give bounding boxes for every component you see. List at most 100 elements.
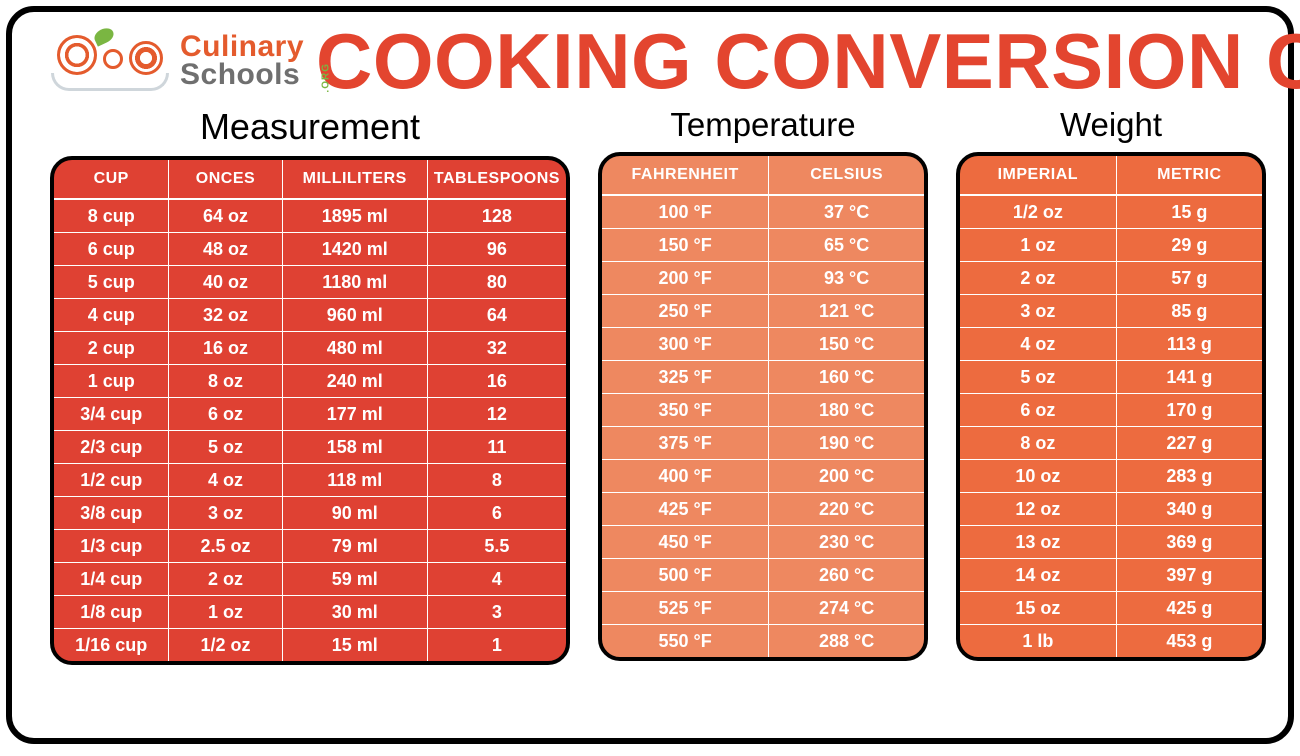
table-cell: 550 °F (602, 625, 769, 658)
table-cell: 480 ml (282, 332, 427, 365)
table-cell: 113 g (1116, 328, 1262, 361)
table-row: 8 cup64 oz1895 ml128 (54, 199, 566, 233)
table-row: 1/4 cup2 oz59 ml4 (54, 563, 566, 596)
table-cell: 6 oz (960, 394, 1116, 427)
table-row: 8 oz227 g (960, 427, 1262, 460)
table-cell: 960 ml (282, 299, 427, 332)
logo-line2-text: Schools (180, 58, 300, 91)
table-cell: 4 cup (54, 299, 169, 332)
table-cell: 10 oz (960, 460, 1116, 493)
table-row: 400 °F200 °C (602, 460, 924, 493)
table-cell: 16 (427, 365, 566, 398)
table-cell: 11 (427, 431, 566, 464)
table-row: 1 cup8 oz240 ml16 (54, 365, 566, 398)
table-cell: 2 oz (169, 563, 282, 596)
table-cell: 1 lb (960, 625, 1116, 658)
table-cell: 141 g (1116, 361, 1262, 394)
table-cell: 5 oz (960, 361, 1116, 394)
table-row: 3 oz85 g (960, 295, 1262, 328)
table-cell: 6 cup (54, 233, 169, 266)
table-cell: 1/16 cup (54, 629, 169, 662)
table-row: 1/16 cup1/2 oz15 ml1 (54, 629, 566, 662)
table-row: 550 °F288 °C (602, 625, 924, 658)
col-header: FAHRENHEIT (602, 156, 769, 195)
table-cell: 3 oz (169, 497, 282, 530)
table-cell: 48 oz (169, 233, 282, 266)
table-cell: 200 °F (602, 262, 769, 295)
table-cell: 369 g (1116, 526, 1262, 559)
table-cell: 1895 ml (282, 199, 427, 233)
table-cell: 65 °C (769, 229, 924, 262)
table-cell: 8 oz (960, 427, 1116, 460)
table-cell: 29 g (1116, 229, 1262, 262)
col-header: CUP (54, 160, 169, 199)
table-row: 325 °F160 °C (602, 361, 924, 394)
table-cell: 57 g (1116, 262, 1262, 295)
table-cell: 4 oz (169, 464, 282, 497)
table-cell: 8 cup (54, 199, 169, 233)
table-cell: 250 °F (602, 295, 769, 328)
table-cell: 177 ml (282, 398, 427, 431)
table-cell: 500 °F (602, 559, 769, 592)
table-cell: 400 °F (602, 460, 769, 493)
table-row: 14 oz397 g (960, 559, 1262, 592)
panel-title-weight: Weight (1060, 106, 1162, 144)
table-row: 10 oz283 g (960, 460, 1262, 493)
table-cell: 1180 ml (282, 266, 427, 299)
table-row: 2 cup16 oz480 ml32 (54, 332, 566, 365)
table-row: 1/8 cup1 oz30 ml3 (54, 596, 566, 629)
table-row: 1 lb453 g (960, 625, 1262, 658)
table-cell: 90 ml (282, 497, 427, 530)
table-cell: 1/2 cup (54, 464, 169, 497)
table-row: 375 °F190 °C (602, 427, 924, 460)
table-cell: 14 oz (960, 559, 1116, 592)
table-cell: 1 cup (54, 365, 169, 398)
table-cell: 2/3 cup (54, 431, 169, 464)
table-cell: 5.5 (427, 530, 566, 563)
table-cell: 525 °F (602, 592, 769, 625)
logo-text: Culinary Schools .ORG (180, 33, 304, 90)
table-cell: 118 ml (282, 464, 427, 497)
table-row: 13 oz369 g (960, 526, 1262, 559)
logo-suffix: .ORG (322, 63, 332, 93)
table-row: 1 oz29 g (960, 229, 1262, 262)
table-cell: 453 g (1116, 625, 1262, 658)
table-measurement: CUPONCESMILLILITERSTABLESPOONS8 cup64 oz… (50, 156, 570, 665)
table-row: 15 oz425 g (960, 592, 1262, 625)
table-cell: 1 oz (169, 596, 282, 629)
table-row: 450 °F230 °C (602, 526, 924, 559)
table-cell: 1 oz (960, 229, 1116, 262)
logo: Culinary Schools .ORG (50, 31, 304, 91)
table-cell: 5 oz (169, 431, 282, 464)
table-row: 5 oz141 g (960, 361, 1262, 394)
table-cell: 93 °C (769, 262, 924, 295)
panel-title-temperature: Temperature (670, 106, 855, 144)
table-row: 200 °F93 °C (602, 262, 924, 295)
col-header: MILLILITERS (282, 160, 427, 199)
table-cell: 59 ml (282, 563, 427, 596)
table-cell: 32 (427, 332, 566, 365)
table-row: 500 °F260 °C (602, 559, 924, 592)
panel-title-measurement: Measurement (200, 106, 420, 148)
table-cell: 64 oz (169, 199, 282, 233)
table-row: 350 °F180 °C (602, 394, 924, 427)
panel-temperature: Temperature FAHRENHEITCELSIUS100 °F37 °C… (598, 106, 928, 661)
table-cell: 6 oz (169, 398, 282, 431)
table-cell: 40 oz (169, 266, 282, 299)
table-cell: 170 g (1116, 394, 1262, 427)
table-cell: 85 g (1116, 295, 1262, 328)
table-cell: 128 (427, 199, 566, 233)
table-row: 1/2 oz15 g (960, 195, 1262, 229)
table-cell: 64 (427, 299, 566, 332)
table-cell: 325 °F (602, 361, 769, 394)
table-row: 5 cup40 oz1180 ml80 (54, 266, 566, 299)
table-cell: 3/4 cup (54, 398, 169, 431)
table-row: 525 °F274 °C (602, 592, 924, 625)
table-cell: 227 g (1116, 427, 1262, 460)
panel-weight: Weight IMPERIALMETRIC1/2 oz15 g1 oz29 g2… (956, 106, 1266, 661)
col-header: METRIC (1116, 156, 1262, 195)
table-cell: 37 °C (769, 195, 924, 229)
table-cell: 1420 ml (282, 233, 427, 266)
table-row: 300 °F150 °C (602, 328, 924, 361)
table-row: 250 °F121 °C (602, 295, 924, 328)
